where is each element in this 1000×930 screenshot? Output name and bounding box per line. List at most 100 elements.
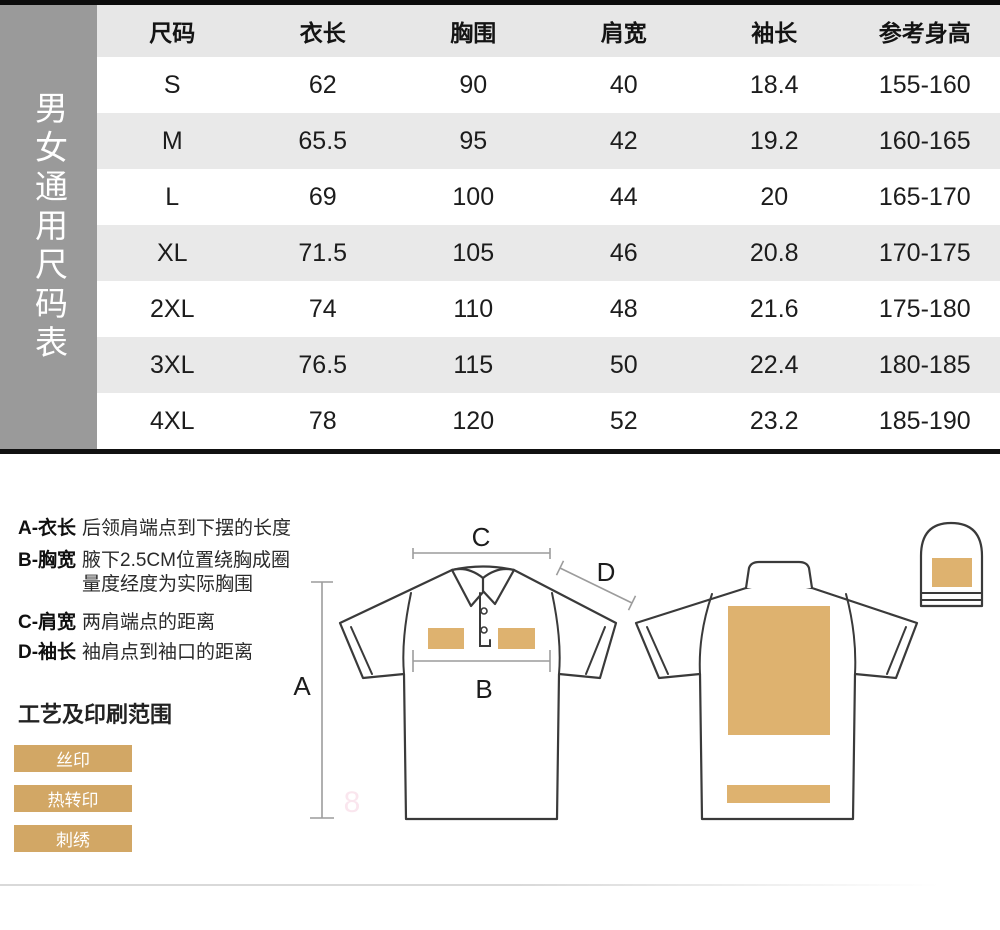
back-right-cuff-line (886, 626, 907, 675)
process-badge-silk-print: 丝印 (14, 745, 132, 772)
bottom-divider-line (0, 884, 940, 886)
table-row-2xl: 2XL 74 110 48 21.6 175-180 (97, 281, 1000, 337)
size-cell: 175-180 (878, 294, 971, 323)
sidebar-vertical-title: 男女通用尺码表 (30, 90, 68, 364)
table-row-m: M 65.5 95 42 19.2 160-165 (97, 113, 1000, 169)
back-left-cuff-line (646, 626, 669, 675)
back-collar-band (744, 560, 814, 589)
size-cell: 23.2 (749, 406, 799, 435)
size-cell: 52 (609, 406, 638, 435)
front-shirt (338, 565, 618, 821)
table-row-4xl: 4XL 78 120 52 23.2 185-190 (97, 393, 1000, 449)
shirt-diagram: 8 (293, 521, 984, 821)
size-col-header: 衣长 (299, 20, 346, 46)
front-left-cuff-line (350, 626, 373, 675)
size-cell: 65.5 (298, 126, 348, 155)
size-cell: 76.5 (298, 350, 348, 379)
size-cell: 100 (452, 182, 495, 211)
print-area-sleeve (932, 558, 972, 587)
guide-label: D-袖长 (18, 642, 77, 663)
back-shirt (634, 560, 919, 821)
dimension-label-d: D (597, 557, 616, 587)
size-cell: 115 (453, 350, 494, 379)
size-cell: 110 (453, 294, 494, 323)
placket-line (479, 592, 491, 647)
dimension-label-b: B (475, 674, 492, 704)
back-right-armhole-seam (845, 593, 857, 675)
size-cell: 165-170 (878, 182, 971, 211)
guide-item-garment-length: A-衣长 后领肩端点到下摆的长度 (18, 517, 291, 541)
dimension-line-c (412, 548, 551, 559)
size-cell: L (165, 182, 180, 211)
guide-desc: 两肩端点的距离 (82, 612, 216, 633)
size-cell: 160-165 (878, 126, 971, 155)
dimension-label-a: A (293, 671, 311, 701)
collar-right-flap (481, 567, 516, 606)
size-cell: 170-175 (878, 238, 971, 267)
size-cell: 2XL (150, 294, 195, 323)
size-col-header: 胸围 (450, 20, 497, 46)
size-cell: 20 (760, 182, 789, 211)
size-cell: 50 (609, 350, 638, 379)
size-cell: 95 (459, 126, 488, 155)
size-cell: 42 (609, 126, 638, 155)
size-cell: 19.2 (749, 126, 799, 155)
front-right-armhole-seam (551, 592, 561, 675)
size-cell: 20.8 (749, 238, 799, 267)
size-cell: 44 (609, 182, 638, 211)
size-cell: 105 (452, 238, 495, 267)
placket-button (480, 626, 488, 634)
guide-desc: 袖肩点到袖口的距离 (82, 642, 254, 663)
size-cell: 48 (609, 294, 638, 323)
guide-item-chest-width: B-胸宽 腋下2.5CM位置绕胸成圈 量度经度为实际胸围 (18, 549, 290, 597)
top-black-bar (0, 0, 1000, 5)
table-row-s: S 62 90 40 18.4 155-160 (97, 57, 1000, 113)
table-bottom-black-bar (0, 449, 1000, 454)
size-col-header: 参考身高 (878, 20, 971, 46)
front-left-armhole-seam (402, 592, 412, 675)
faint-watermark: 8 (344, 786, 361, 819)
size-cell: XL (156, 238, 188, 267)
print-area-back-large (728, 606, 830, 735)
guide-desc: 后领肩端点到下摆的长度 (82, 518, 292, 539)
dimension-line-a (310, 581, 334, 819)
dimension-label-c: C (472, 522, 491, 552)
guide-item-sleeve-length: D-袖长 袖肩点到袖口的距离 (18, 641, 253, 665)
size-cell: 3XL (150, 350, 195, 379)
dimension-line-d (555, 560, 637, 611)
size-col-header: 尺码 (149, 20, 196, 46)
size-cell: 69 (308, 182, 337, 211)
size-cell: 74 (308, 294, 337, 323)
size-cell: 78 (308, 406, 337, 435)
table-row-xl: XL 71.5 105 46 20.8 170-175 (97, 225, 1000, 281)
size-cell: 18.4 (749, 70, 799, 99)
size-cell: 4XL (150, 406, 195, 435)
print-area-chest-right (498, 628, 535, 649)
size-cell: S (163, 70, 181, 99)
size-cell: 46 (609, 238, 638, 267)
guide-desc: 腋下2.5CM位置绕胸成圈 量度经度为实际胸围 (82, 549, 290, 597)
table-row-3xl: 3XL 76.5 115 50 22.4 180-185 (97, 337, 1000, 393)
size-col-header: 肩宽 (600, 20, 647, 46)
back-left-armhole-seam (698, 593, 713, 675)
process-badge-heat-transfer: 热转印 (14, 785, 132, 812)
size-cell: 90 (459, 70, 488, 99)
size-cell: 185-190 (878, 406, 971, 435)
dimension-lines: C B A D (293, 522, 637, 819)
process-badge-embroidery: 刺绣 (14, 825, 132, 852)
guide-label: A-衣长 (18, 518, 77, 539)
size-table: 尺码 衣长 胸围 肩宽 袖长 参考身高 S 62 90 40 18.4 155-… (97, 5, 1000, 449)
guide-label: B-胸宽 (18, 550, 77, 571)
size-cell: 40 (609, 70, 638, 99)
size-cell: 22.4 (749, 350, 799, 379)
guide-item-shoulder-width: C-肩宽 两肩端点的距离 (18, 611, 215, 635)
size-cell: 120 (452, 406, 495, 435)
guide-desc-line2: 量度经度为实际胸围 (82, 574, 254, 595)
guide-label: C-肩宽 (18, 612, 77, 633)
table-row-l: L 69 100 44 20 165-170 (97, 169, 1000, 225)
sleeve-piece (919, 521, 984, 608)
sidebar: 男女通用尺码表 (0, 5, 97, 449)
size-cell: 180-185 (878, 350, 971, 379)
size-cell: 62 (308, 70, 337, 99)
